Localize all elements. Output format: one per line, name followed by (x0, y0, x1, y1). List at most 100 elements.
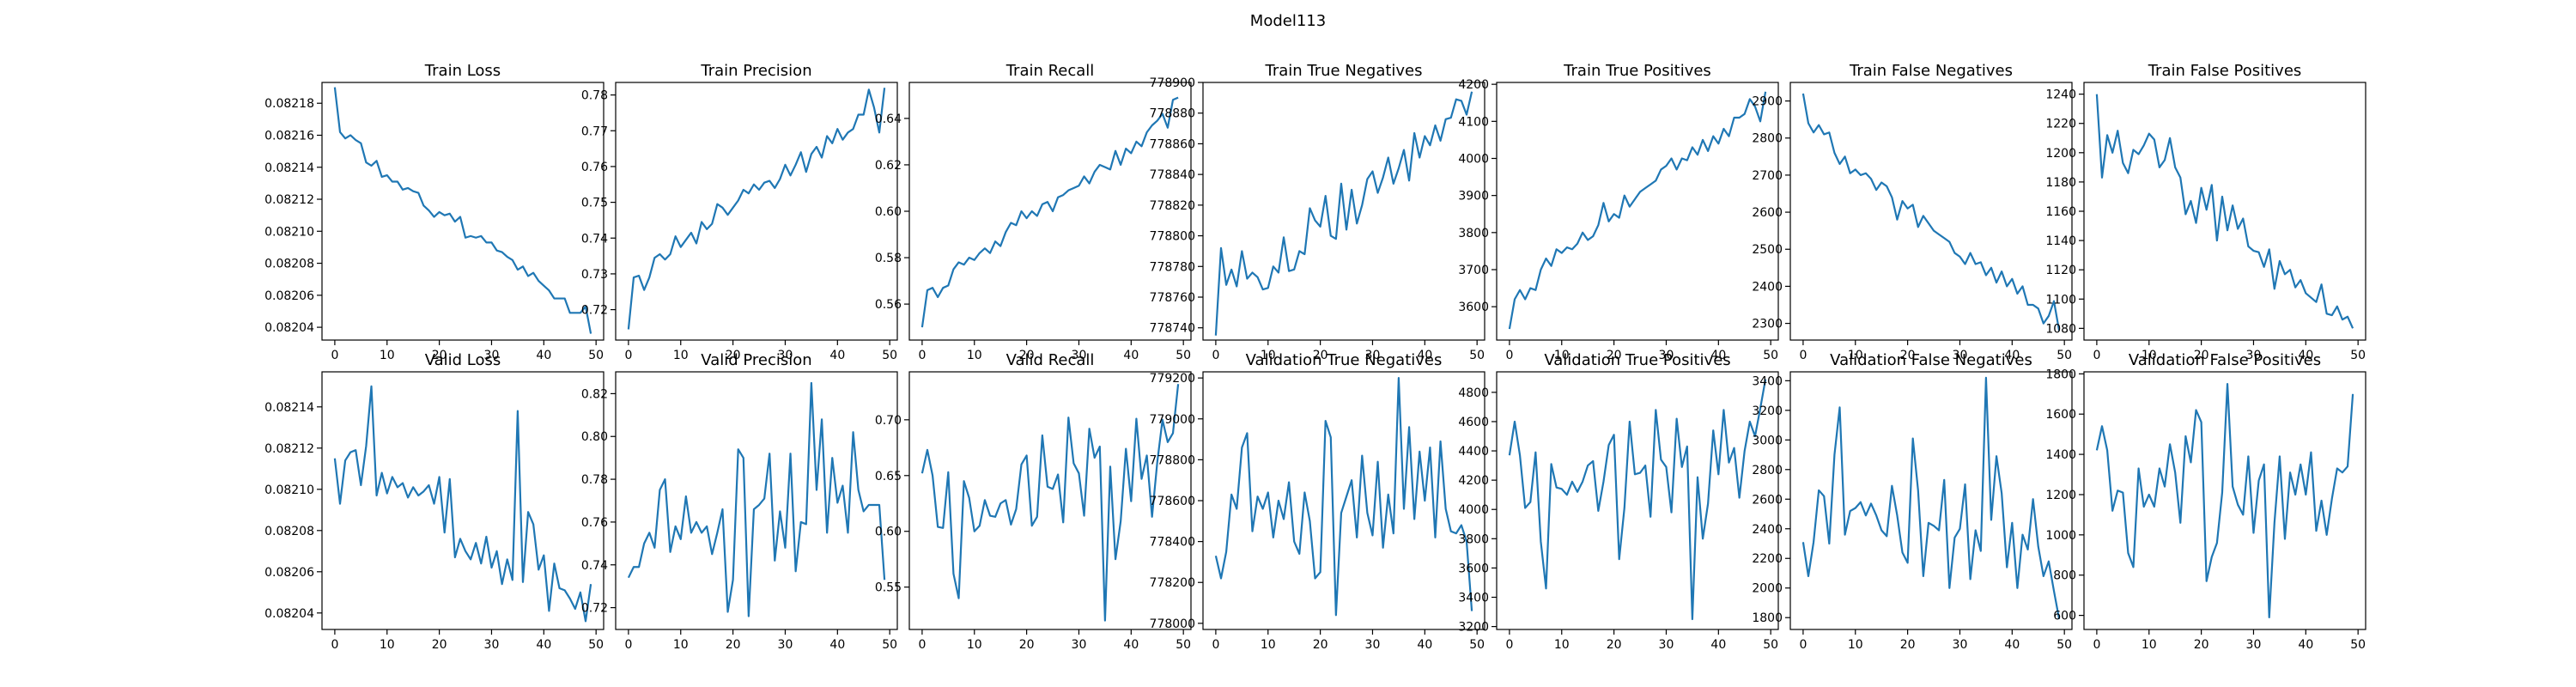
y-tick-label: 4600 (1458, 416, 1489, 429)
x-tick-label: 50 (882, 638, 897, 652)
plot-frame (1789, 82, 2073, 341)
subplot-train-false-negatives: Train False Negatives 0 10 20 30 40 50 2300 2400… (1752, 62, 2073, 362)
y-tick-label: 0.08208 (264, 525, 314, 538)
x-tick-label: 40 (2298, 349, 2313, 362)
x-tick-label: 40 (2298, 638, 2313, 652)
y-tick-label: 0.65 (875, 470, 902, 483)
y-tick-label: 1000 (2045, 529, 2076, 543)
plot-frame (321, 82, 605, 341)
subplot-validation-true-negatives: Validation True Negatives 0 10 20 30 40 50 7780… (1150, 351, 1485, 652)
y-tick-label: 800 (2053, 569, 2076, 583)
x-tick-label: 30 (1365, 638, 1381, 652)
y-tick-label: 3000 (1752, 434, 1783, 447)
y-tick-label: 2800 (1752, 132, 1783, 146)
x-tick-label: 40 (536, 349, 551, 362)
x-tick-label: 50 (1176, 638, 1191, 652)
y-tick-label: 0.56 (875, 298, 902, 312)
x-tick-label: 50 (2350, 638, 2366, 652)
y-tick-label: 0.78 (581, 89, 608, 103)
y-tick-label: 3600 (1458, 301, 1489, 314)
x-tick-label: 30 (1072, 638, 1087, 652)
plot-frame (1202, 82, 1485, 341)
series-line (627, 381, 886, 617)
y-tick-label: 0.64 (875, 112, 902, 126)
plot-frame (321, 371, 605, 630)
y-tick-label: 0.75 (581, 197, 608, 210)
x-tick-label: 10 (1848, 638, 1863, 652)
y-tick-label: 2600 (1752, 493, 1783, 507)
y-tick-label: 0.08212 (264, 442, 314, 456)
y-tick-label: 2200 (1752, 552, 1783, 566)
x-tick-label: 40 (1710, 349, 1726, 362)
y-tick-label: 0.08216 (264, 129, 314, 143)
y-tick-label: 3700 (1458, 264, 1489, 277)
y-tick-label: 1800 (1752, 611, 1783, 625)
x-tick-label: 20 (726, 638, 741, 652)
y-tick-label: 1240 (2045, 88, 2076, 102)
y-tick-label: 1100 (2045, 293, 2076, 307)
y-tick-label: 0.60 (875, 526, 902, 539)
x-tick-label: 30 (2246, 638, 2262, 652)
x-tick-label: 10 (1261, 349, 1276, 362)
x-tick-label: 0 (1505, 349, 1513, 362)
x-tick-label: 20 (1607, 638, 1622, 652)
x-tick-label: 20 (432, 349, 447, 362)
y-tick-label: 4200 (1458, 78, 1489, 92)
series-line (1214, 377, 1473, 617)
x-tick-label: 10 (1554, 638, 1570, 652)
y-tick-label: 2900 (1752, 95, 1783, 109)
y-tick-label: 1400 (2045, 448, 2076, 462)
y-tick-label: 0.74 (581, 232, 608, 246)
x-tick-label: 10 (1848, 349, 1863, 362)
y-tick-label: 3600 (1458, 562, 1489, 575)
x-tick-label: 20 (2194, 638, 2209, 652)
x-tick-label: 10 (673, 349, 689, 362)
x-tick-label: 0 (1212, 638, 1219, 652)
x-tick-label: 50 (1469, 349, 1485, 362)
x-tick-label: 20 (1313, 638, 1328, 652)
subplot-title: Valid Loss (425, 351, 501, 369)
x-tick-label: 40 (1710, 638, 1726, 652)
x-tick-label: 20 (1900, 349, 1916, 362)
y-tick-label: 2800 (1752, 464, 1783, 477)
x-tick-label: 10 (380, 349, 395, 362)
subplot-title: Train False Positives (2148, 62, 2302, 80)
series-line (1508, 379, 1767, 621)
x-tick-label: 20 (2194, 349, 2209, 362)
plot-frame (908, 371, 1192, 630)
series-line (920, 384, 1180, 622)
y-tick-label: 0.55 (875, 581, 902, 595)
subplot-title: Train Loss (424, 62, 501, 80)
subplot-title: Valid Precision (701, 351, 811, 369)
x-tick-label: 10 (673, 638, 689, 652)
y-tick-label: 0.08212 (264, 193, 314, 207)
y-tick-label: 0.08214 (264, 161, 314, 175)
series-line (333, 87, 592, 334)
x-tick-label: 20 (1313, 349, 1328, 362)
plot-frame (1496, 371, 1779, 630)
x-tick-label: 30 (484, 638, 500, 652)
y-tick-label: 0.73 (581, 268, 608, 282)
y-tick-label: 4400 (1458, 445, 1489, 459)
x-tick-label: 50 (1763, 638, 1778, 652)
y-tick-label: 2300 (1752, 318, 1783, 331)
x-tick-label: 0 (624, 349, 632, 362)
y-tick-label: 3800 (1458, 227, 1489, 240)
y-tick-label: 2000 (1752, 582, 1783, 596)
subplot-title: Valid Recall (1006, 351, 1095, 369)
x-tick-label: 50 (1469, 638, 1485, 652)
plot-frame (1496, 82, 1779, 341)
x-tick-label: 10 (967, 349, 982, 362)
x-tick-label: 50 (588, 349, 604, 362)
x-tick-label: 40 (1123, 638, 1139, 652)
subplot-title: Train True Negatives (1264, 62, 1422, 80)
y-tick-label: 1800 (2045, 368, 2076, 381)
subplot-train-true-positives: Train True Positives 0 10 20 30 40 50 3600 3700 3… (1458, 62, 1779, 362)
x-tick-label: 50 (2350, 349, 2366, 362)
subplot-validation-false-negatives: Validation False Negatives 0 10 20 30 40 50 180… (1752, 351, 2073, 652)
plot-frame (615, 371, 898, 630)
y-tick-label: 1200 (2045, 489, 2076, 502)
y-tick-label: 2400 (1752, 523, 1783, 537)
y-tick-label: 778740 (1150, 322, 1195, 336)
